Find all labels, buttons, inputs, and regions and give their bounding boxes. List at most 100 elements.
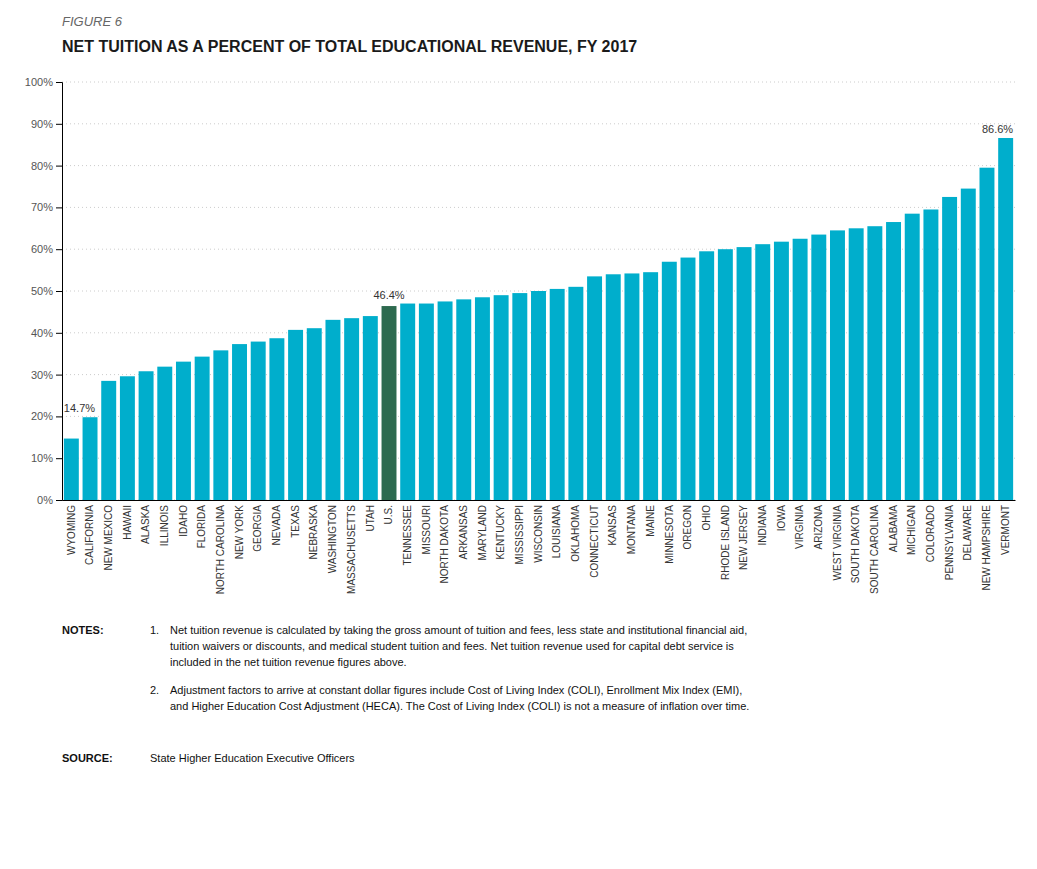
x-tick-label: WYOMING xyxy=(66,505,77,555)
x-tick-label: NEW YORK xyxy=(234,505,245,560)
bar xyxy=(774,242,789,500)
x-tick: MASSACHUSETTS xyxy=(346,505,357,594)
bar xyxy=(195,357,210,500)
y-tick-label: 20% xyxy=(31,410,53,422)
x-tick: MICHIGAN xyxy=(906,505,917,555)
x-tick-label: ILLINOIS xyxy=(159,505,170,546)
y-tick: 90% xyxy=(31,118,62,130)
x-tick-label: ARKANSAS xyxy=(458,505,469,560)
x-tick-label: NEW HAMPSHIRE xyxy=(981,505,992,591)
bar xyxy=(568,287,583,500)
bar xyxy=(811,235,826,500)
x-tick-label: KENTUCKY xyxy=(495,505,506,560)
bar xyxy=(419,304,434,500)
x-tick-label: HAWAII xyxy=(122,505,133,540)
x-tick-label: ALASKA xyxy=(140,505,151,544)
note-number: 1. xyxy=(150,624,159,636)
x-tick-label: COLORADO xyxy=(925,505,936,562)
source-label: SOURCE: xyxy=(62,752,113,764)
x-tick-label: MINNESOTA xyxy=(664,505,675,564)
y-tick-mark xyxy=(56,249,62,250)
x-tick-label: WASHINGTON xyxy=(327,505,338,573)
x-tick: NEW MEXICO xyxy=(103,505,114,571)
y-tick-mark xyxy=(56,291,62,292)
bar xyxy=(325,320,340,500)
x-tick: WYOMING xyxy=(66,505,77,555)
x-tick: NEW JERSEY xyxy=(738,505,749,570)
y-tick-mark xyxy=(56,82,62,83)
bar xyxy=(438,301,453,500)
x-tick-label: U.S. xyxy=(383,505,394,524)
x-tick: NEBRASKA xyxy=(308,505,319,560)
x-tick-label: OKLAHOMA xyxy=(570,505,581,562)
y-tick-mark xyxy=(56,166,62,167)
y-tick-mark xyxy=(56,458,62,459)
bar xyxy=(213,350,228,500)
x-tick-label: OHIO xyxy=(701,505,712,531)
y-tick: 10% xyxy=(31,452,62,464)
x-tick-label: WISCONSIN xyxy=(533,505,544,563)
bar xyxy=(923,209,938,500)
bar xyxy=(64,439,79,500)
annotations: 14.7%46.4%86.6% xyxy=(64,123,1013,414)
y-tick-label: 0% xyxy=(37,494,53,506)
bar xyxy=(998,138,1013,500)
bar xyxy=(699,251,714,500)
bar xyxy=(120,376,135,500)
bar xyxy=(251,342,266,500)
bar xyxy=(662,262,677,500)
x-tick: NEVADA xyxy=(271,505,282,546)
x-tick: VIRGINIA xyxy=(794,505,805,549)
x-tick: MAINE xyxy=(645,505,656,537)
x-tick: MISSISSIPPI xyxy=(514,505,525,564)
bar xyxy=(101,381,116,500)
x-tick: KANSAS xyxy=(607,505,618,546)
x-tick-label: CONNECTICUT xyxy=(589,505,600,578)
bar xyxy=(793,239,808,500)
y-tick: 100% xyxy=(25,76,62,88)
note-number: 2. xyxy=(150,684,159,696)
bar xyxy=(400,304,415,500)
x-tick: CALIFORNIA xyxy=(84,505,95,565)
x-tick: OKLAHOMA xyxy=(570,505,581,562)
y-axis-line xyxy=(56,83,63,501)
y-tick: 80% xyxy=(31,160,62,172)
x-tick: MINNESOTA xyxy=(664,505,675,564)
x-tick-label: NEVADA xyxy=(271,505,282,546)
bar xyxy=(232,344,247,500)
grid xyxy=(62,82,1015,500)
y-tick-mark xyxy=(56,375,62,376)
x-tick-label: UTAH xyxy=(365,505,376,531)
x-tick-label: IOWA xyxy=(776,505,787,532)
x-tick-label: CALIFORNIA xyxy=(84,505,95,565)
x-tick-label: MARYLAND xyxy=(477,505,488,560)
bar xyxy=(475,297,490,500)
y-tick-mark xyxy=(56,333,62,334)
x-tick: UTAH xyxy=(365,505,376,531)
x-tick: SOUTH DAKOTA xyxy=(850,505,861,583)
bar xyxy=(363,316,378,500)
bar xyxy=(886,222,901,500)
x-tick: WISCONSIN xyxy=(533,505,544,563)
bar xyxy=(755,244,770,500)
x-tick-label: MISSOURI xyxy=(421,505,432,554)
x-tick: MISSOURI xyxy=(421,505,432,554)
bar xyxy=(942,197,957,500)
x-axis-line xyxy=(63,500,1016,501)
x-tick-label: GEORGIA xyxy=(252,505,263,552)
x-tick-label: OREGON xyxy=(682,505,693,549)
x-tick: LOUISIANA xyxy=(551,505,562,559)
y-tick: 20% xyxy=(31,410,62,422)
x-tick-label: SOUTH CAROLINA xyxy=(869,505,880,594)
y-tick: 70% xyxy=(31,201,62,213)
x-tick: MONTANA xyxy=(626,505,637,555)
bar xyxy=(83,417,98,500)
y-tick-label: 30% xyxy=(31,369,53,381)
y-tick-label: 100% xyxy=(25,76,53,88)
y-tick-mark xyxy=(56,207,62,208)
chart: FIGURE 6NET TUITION AS A PERCENT OF TOTA… xyxy=(0,0,1037,869)
annotation: 14.7% xyxy=(64,402,95,414)
x-tick: HAWAII xyxy=(122,505,133,540)
y-tick: 50% xyxy=(31,285,62,297)
x-tick-label: ALABAMA xyxy=(888,505,899,553)
